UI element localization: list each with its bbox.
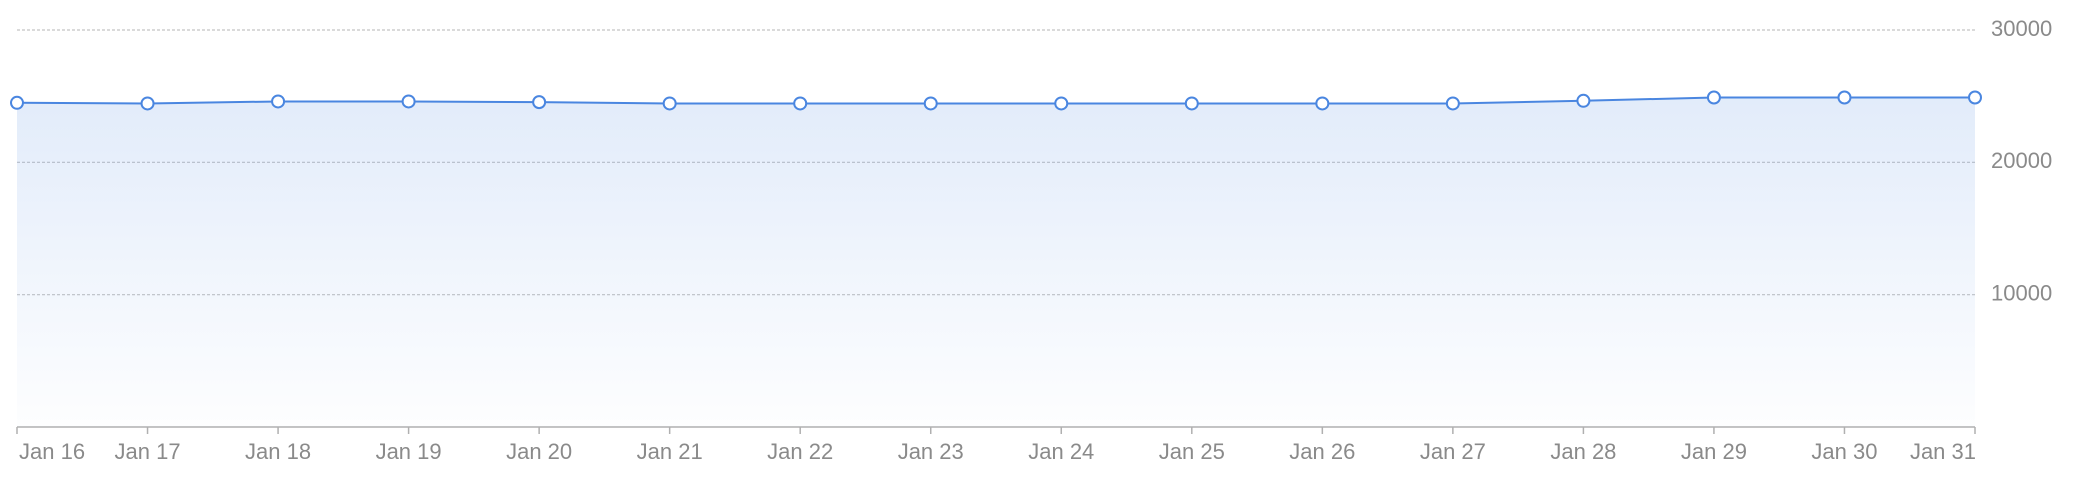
x-tick-label: Jan 19 xyxy=(376,439,442,464)
area-fill xyxy=(17,97,1975,428)
data-point xyxy=(1837,90,1852,105)
y-tick-label: 20000 xyxy=(1991,148,2052,173)
x-tick-label: Jan 31 xyxy=(1910,439,1976,464)
data-point xyxy=(793,96,808,111)
data-point xyxy=(1576,93,1591,108)
x-tick-label: Jan 24 xyxy=(1028,439,1094,464)
x-tick-label: Jan 27 xyxy=(1420,439,1486,464)
x-tick-label: Jan 21 xyxy=(637,439,703,464)
x-tick-label: Jan 28 xyxy=(1550,439,1616,464)
x-tick-label: Jan 22 xyxy=(767,439,833,464)
data-point xyxy=(10,95,24,110)
x-tick-label: Jan 26 xyxy=(1289,439,1355,464)
data-point xyxy=(1184,96,1199,111)
data-point xyxy=(923,96,938,111)
x-tick-label: Jan 20 xyxy=(506,439,572,464)
data-point xyxy=(1445,96,1460,111)
x-tick-label: Jan 17 xyxy=(115,439,181,464)
x-tick-label: Jan 30 xyxy=(1811,439,1877,464)
data-point xyxy=(1706,90,1721,105)
data-point xyxy=(271,94,286,109)
line xyxy=(16,96,1975,105)
data-point xyxy=(532,95,547,110)
y-tick-label: 30000 xyxy=(1991,16,2052,41)
data-point xyxy=(140,96,155,111)
x-tick-label: Jan 18 xyxy=(245,439,311,464)
x-tick-label: Jan 29 xyxy=(1681,439,1747,464)
x-tick-label: Jan 25 xyxy=(1159,439,1225,464)
x-tick-label: Jan 16 xyxy=(19,439,85,464)
data-point xyxy=(1315,96,1330,111)
x-tick-label: Jan 23 xyxy=(898,439,964,464)
data-point xyxy=(1968,90,1982,105)
data-point xyxy=(662,96,677,111)
data-point xyxy=(1054,96,1069,111)
y-tick-label: 10000 xyxy=(1991,280,2052,305)
data-point xyxy=(401,94,416,109)
